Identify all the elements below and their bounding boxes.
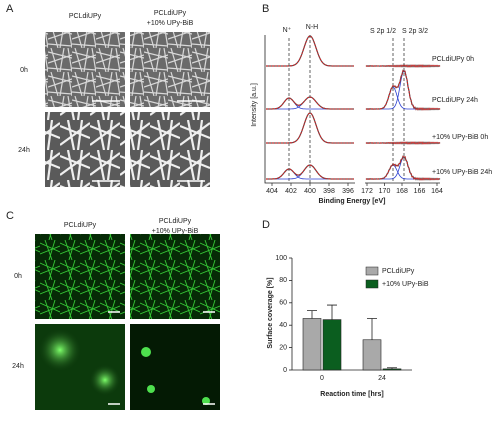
fluorescence-image: [130, 324, 220, 410]
fluorescence-spot: [89, 364, 121, 396]
spectrum-fit: [266, 164, 354, 180]
sem-image: [45, 32, 125, 107]
spectra: [266, 35, 441, 181]
legend-label: PCLdiUPy: [382, 268, 415, 275]
sem-image: [130, 112, 210, 187]
spectrum-fit: [266, 96, 354, 110]
fluorescence-spot: [202, 397, 210, 405]
spectrum-label: PCLdiUPy 24h: [432, 97, 478, 104]
fluorescence-spot: [141, 347, 151, 357]
error-bar: [307, 310, 317, 319]
x-tick-label: 164: [431, 188, 443, 195]
x-tick-label: 172: [361, 188, 373, 195]
row-label: 24h: [12, 363, 24, 370]
legend-swatch: [365, 266, 379, 276]
x-axis-label: Binding Energy [eV]: [319, 198, 386, 205]
x-tick-label: 404: [266, 188, 278, 195]
peak-label: N⁺: [283, 27, 292, 34]
spectrum-fit: [365, 141, 441, 145]
bar: [302, 318, 322, 371]
x-tick-label: 396: [342, 188, 354, 195]
spectra-ticks: 404 402 400 398 396 172 170 168 166 164: [266, 183, 443, 195]
column-header: PCLdiUPy: [154, 10, 187, 17]
x-tick-label: 0: [320, 375, 324, 382]
y-tick-label: 80: [279, 277, 287, 284]
y-tick-label: 100: [275, 255, 287, 262]
row-label: 0h: [14, 273, 22, 280]
x-tick-label: 24: [378, 375, 386, 382]
panel-label: A: [6, 3, 14, 15]
x-tick-label: 166: [414, 188, 426, 195]
x-tick-label: 402: [285, 188, 297, 195]
bar: [382, 368, 402, 371]
spectrum-raw: [365, 155, 441, 181]
x-tick-label: 168: [396, 188, 408, 195]
legend-label: +10% UPy-BiB: [382, 281, 429, 288]
spectrum-label: PCLdiUPy 0h: [432, 56, 474, 63]
spectrum-fit: [266, 35, 354, 67]
y-axis-label: Surface coverage [%]: [267, 277, 274, 348]
row-label: 0h: [20, 67, 28, 74]
panel-label: D: [262, 219, 270, 231]
peak-label: N-H: [306, 24, 318, 31]
component-fit: [366, 156, 440, 180]
spectrum-fit: [266, 112, 354, 144]
scale-bars: [92, 100, 205, 182]
x-tick-label: 170: [379, 188, 391, 195]
bar: [322, 319, 342, 371]
column-header: PCLdiUPy: [64, 222, 97, 229]
column-header: PCLdiUPy: [159, 218, 192, 225]
x-tick-label: 400: [304, 188, 316, 195]
peak-label: S 2p 3/2: [402, 28, 428, 35]
y-tick-label: 0: [283, 367, 287, 374]
row-label: 24h: [18, 147, 30, 154]
peak-label: S 2p 1/2: [370, 28, 396, 35]
y-tick-label: 20: [279, 344, 287, 351]
sem-image: [130, 32, 210, 107]
fluorescence-image: [35, 234, 125, 319]
y-tick-label: 60: [279, 300, 287, 307]
spectrum-raw: [365, 69, 441, 111]
column-header: +10% UPy-BiB: [152, 228, 199, 235]
peak-lines: [288, 35, 405, 183]
sem-image: [45, 112, 125, 187]
x-axis-label: Reaction time [hrs]: [320, 391, 383, 398]
panel-label: B: [262, 3, 269, 15]
y-tick-label: 40: [279, 322, 287, 329]
spectrum-fit: [365, 155, 441, 181]
spectrum-fit: [365, 69, 441, 111]
scale-bars: [108, 311, 215, 405]
legend-swatch: [365, 279, 379, 289]
error-bar: [327, 304, 337, 320]
bar: [362, 339, 382, 371]
panel-label: C: [6, 210, 14, 222]
y-axis-label: Intensity [a.u.]: [251, 83, 258, 127]
component-fit: [366, 70, 440, 110]
component-fit: [366, 86, 440, 110]
spectrum-label: +10% UPy-BiB 24h: [432, 169, 492, 176]
fluorescence-spot: [147, 385, 155, 393]
fluorescence-spot: [38, 328, 82, 372]
component-fit: [366, 164, 440, 180]
error-bar: [367, 318, 377, 340]
spectrum-label: +10% UPy-BiB 0h: [432, 134, 488, 141]
x-tick-label: 398: [323, 188, 335, 195]
error-bar: [387, 367, 397, 369]
spectra-frames: [264, 35, 440, 184]
column-header: +10% UPy-BiB: [147, 20, 194, 27]
bar-chart: 0 20 40 60 80 100 0 24 PCLdiUPy +10% UPy-BiB: [275, 255, 429, 382]
spectrum-fit: [365, 64, 441, 68]
column-header: PCLdiUPy: [69, 13, 102, 20]
fluorescence-image: [130, 234, 220, 319]
